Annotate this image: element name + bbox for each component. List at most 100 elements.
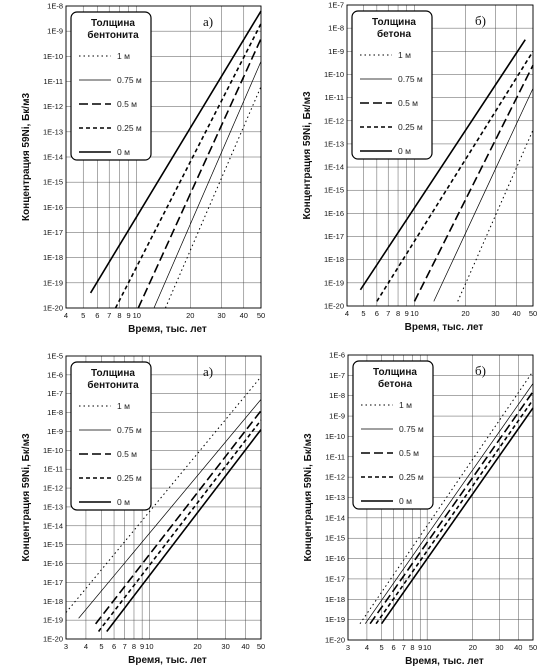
y-tick-label: 1E-20 (43, 635, 63, 644)
chart-panel-3: 1E-20 1E-19 1E-18 1E-17 1E-16 1E-15 1E-14 1E-13… (21, 352, 265, 667)
x-tick-label: 10 (423, 643, 431, 652)
legend-entry-label: 0.25 м (117, 473, 142, 483)
y-axis-label: Концентрация 59Ni, Бк/м3 (21, 93, 32, 222)
y-axis-label: Концентрация 59Ni, Бк/м3 (302, 91, 313, 220)
y-tick-label: 1E-14 (325, 513, 345, 522)
x-tick-label: 20 (469, 643, 477, 652)
x-tick-label: 5 (81, 311, 85, 320)
legend-entry-label: 0.25 м (398, 122, 423, 132)
x-tick-label: 40 (514, 643, 522, 652)
x-tick-label: 10 (145, 642, 153, 651)
y-tick-label: 1E-9 (47, 27, 63, 36)
y-tick-label: 1E-16 (43, 203, 63, 212)
plot-frame (65, 355, 262, 640)
chart-panel-2: 1E-20 1E-19 1E-18 1E-17 1E-16 1E-15 1E-14 1E-13… (302, 1, 537, 334)
x-tick-label: 30 (495, 643, 503, 652)
x-tick-label: 6 (375, 309, 379, 318)
x-axis-label: Время, тыс. лет (405, 322, 484, 333)
x-tick-label: 5 (99, 642, 103, 651)
x-tick-label: 10 (133, 311, 141, 320)
chart-panel-1: 1E-20 1E-19 1E-18 1E-17 1E-16 1E-15 1E-14 1E-13… (21, 2, 265, 336)
x-tick-label: 3 (64, 642, 68, 651)
y-tick-label: 1E-5 (47, 352, 63, 361)
x-tick-label: 9 (418, 643, 422, 652)
y-tick-label: 1E-14 (43, 521, 63, 530)
x-axis-label: Время, тыс. лет (128, 655, 207, 666)
plot-frame (346, 4, 534, 307)
x-tick-label: 40 (512, 309, 520, 318)
x-tick-label: 30 (491, 309, 499, 318)
y-tick-label: 1E-11 (44, 465, 63, 474)
legend-entry-label: 0.25 м (399, 472, 424, 482)
x-tick-label: 3 (346, 643, 350, 652)
y-tick-label: 1E-11 (44, 77, 63, 86)
y-tick-label: 1E-12 (43, 102, 63, 111)
y-axis-label: Концентрация 59Ni, Бк/м3 (21, 433, 32, 562)
panel-label: б) (475, 363, 486, 378)
legend-box (70, 11, 152, 161)
y-tick-label: 1E-10 (43, 52, 63, 61)
legend-entry-label: 0 м (398, 146, 411, 156)
series-line-3 (137, 38, 262, 309)
x-tick-label: 5 (380, 643, 384, 652)
y-tick-label: 1E-9 (328, 47, 344, 56)
series-line-2 (364, 383, 534, 624)
series-line-5 (106, 429, 262, 632)
y-tick-label: 1E-18 (324, 255, 344, 264)
series-line-5 (380, 407, 534, 625)
x-tick-label: 50 (529, 309, 537, 318)
y-tick-label: 1E-16 (43, 559, 63, 568)
series-line-5 (89, 10, 262, 294)
y-tick-label: 1E-15 (324, 186, 344, 195)
x-tick-label: 20 (193, 642, 201, 651)
y-tick-label: 1E-17 (324, 232, 344, 241)
y-tick-label: 1E-14 (324, 163, 344, 172)
y-tick-label: 1E-16 (325, 554, 345, 563)
series-line-2 (153, 61, 262, 309)
x-tick-label: 30 (217, 311, 225, 320)
y-tick-label: 1E-20 (43, 304, 63, 313)
panel-label: а) (203, 14, 213, 29)
legend-box (352, 360, 434, 510)
y-tick-label: 1E-17 (43, 228, 63, 237)
x-tick-label: 4 (345, 309, 349, 318)
legend-title: бетона (378, 378, 413, 390)
legend-entry-label: 1 м (117, 51, 130, 61)
legend-box (70, 361, 152, 511)
y-tick-label: 1E-12 (324, 116, 344, 125)
x-tick-label: 8 (410, 643, 414, 652)
series-line-3 (413, 64, 534, 302)
y-tick-label: 1E-19 (324, 278, 344, 287)
y-tick-label: 1E-18 (43, 597, 63, 606)
x-tick-label: 8 (396, 309, 400, 318)
y-tick-label: 1E-18 (43, 253, 63, 262)
legend-entry-label: 1 м (398, 50, 411, 60)
y-tick-label: 1E-6 (47, 370, 63, 379)
x-axis-label: Время, тыс. лет (405, 656, 484, 667)
y-tick-label: 1E-13 (325, 493, 345, 502)
plot-frame (65, 5, 262, 309)
legend-entry-label: 0.75 м (117, 425, 142, 435)
legend-entry-label: 0.5 м (117, 449, 137, 459)
x-tick-label: 50 (529, 643, 537, 652)
y-tick-label: 1E-15 (325, 534, 345, 543)
y-tick-label: 1E-8 (328, 24, 344, 33)
y-tick-label: 1E-6 (329, 351, 345, 360)
y-tick-label: 1E-8 (47, 2, 63, 11)
y-tick-label: 1E-10 (43, 446, 63, 455)
x-tick-label: 50 (257, 311, 265, 320)
y-tick-label: 1E-12 (325, 473, 345, 482)
x-tick-label: 9 (127, 311, 131, 320)
y-tick-label: 1E-16 (324, 209, 344, 218)
x-tick-label: 4 (84, 642, 88, 651)
x-tick-label: 5 (361, 309, 365, 318)
legend-entry-label: 0.75 м (399, 424, 424, 434)
y-tick-label: 1E-15 (43, 178, 63, 187)
series-line-3 (369, 391, 534, 625)
x-tick-label: 20 (186, 311, 194, 320)
x-tick-label: 7 (107, 311, 111, 320)
x-tick-label: 8 (117, 311, 121, 320)
series-line-1 (65, 376, 262, 613)
